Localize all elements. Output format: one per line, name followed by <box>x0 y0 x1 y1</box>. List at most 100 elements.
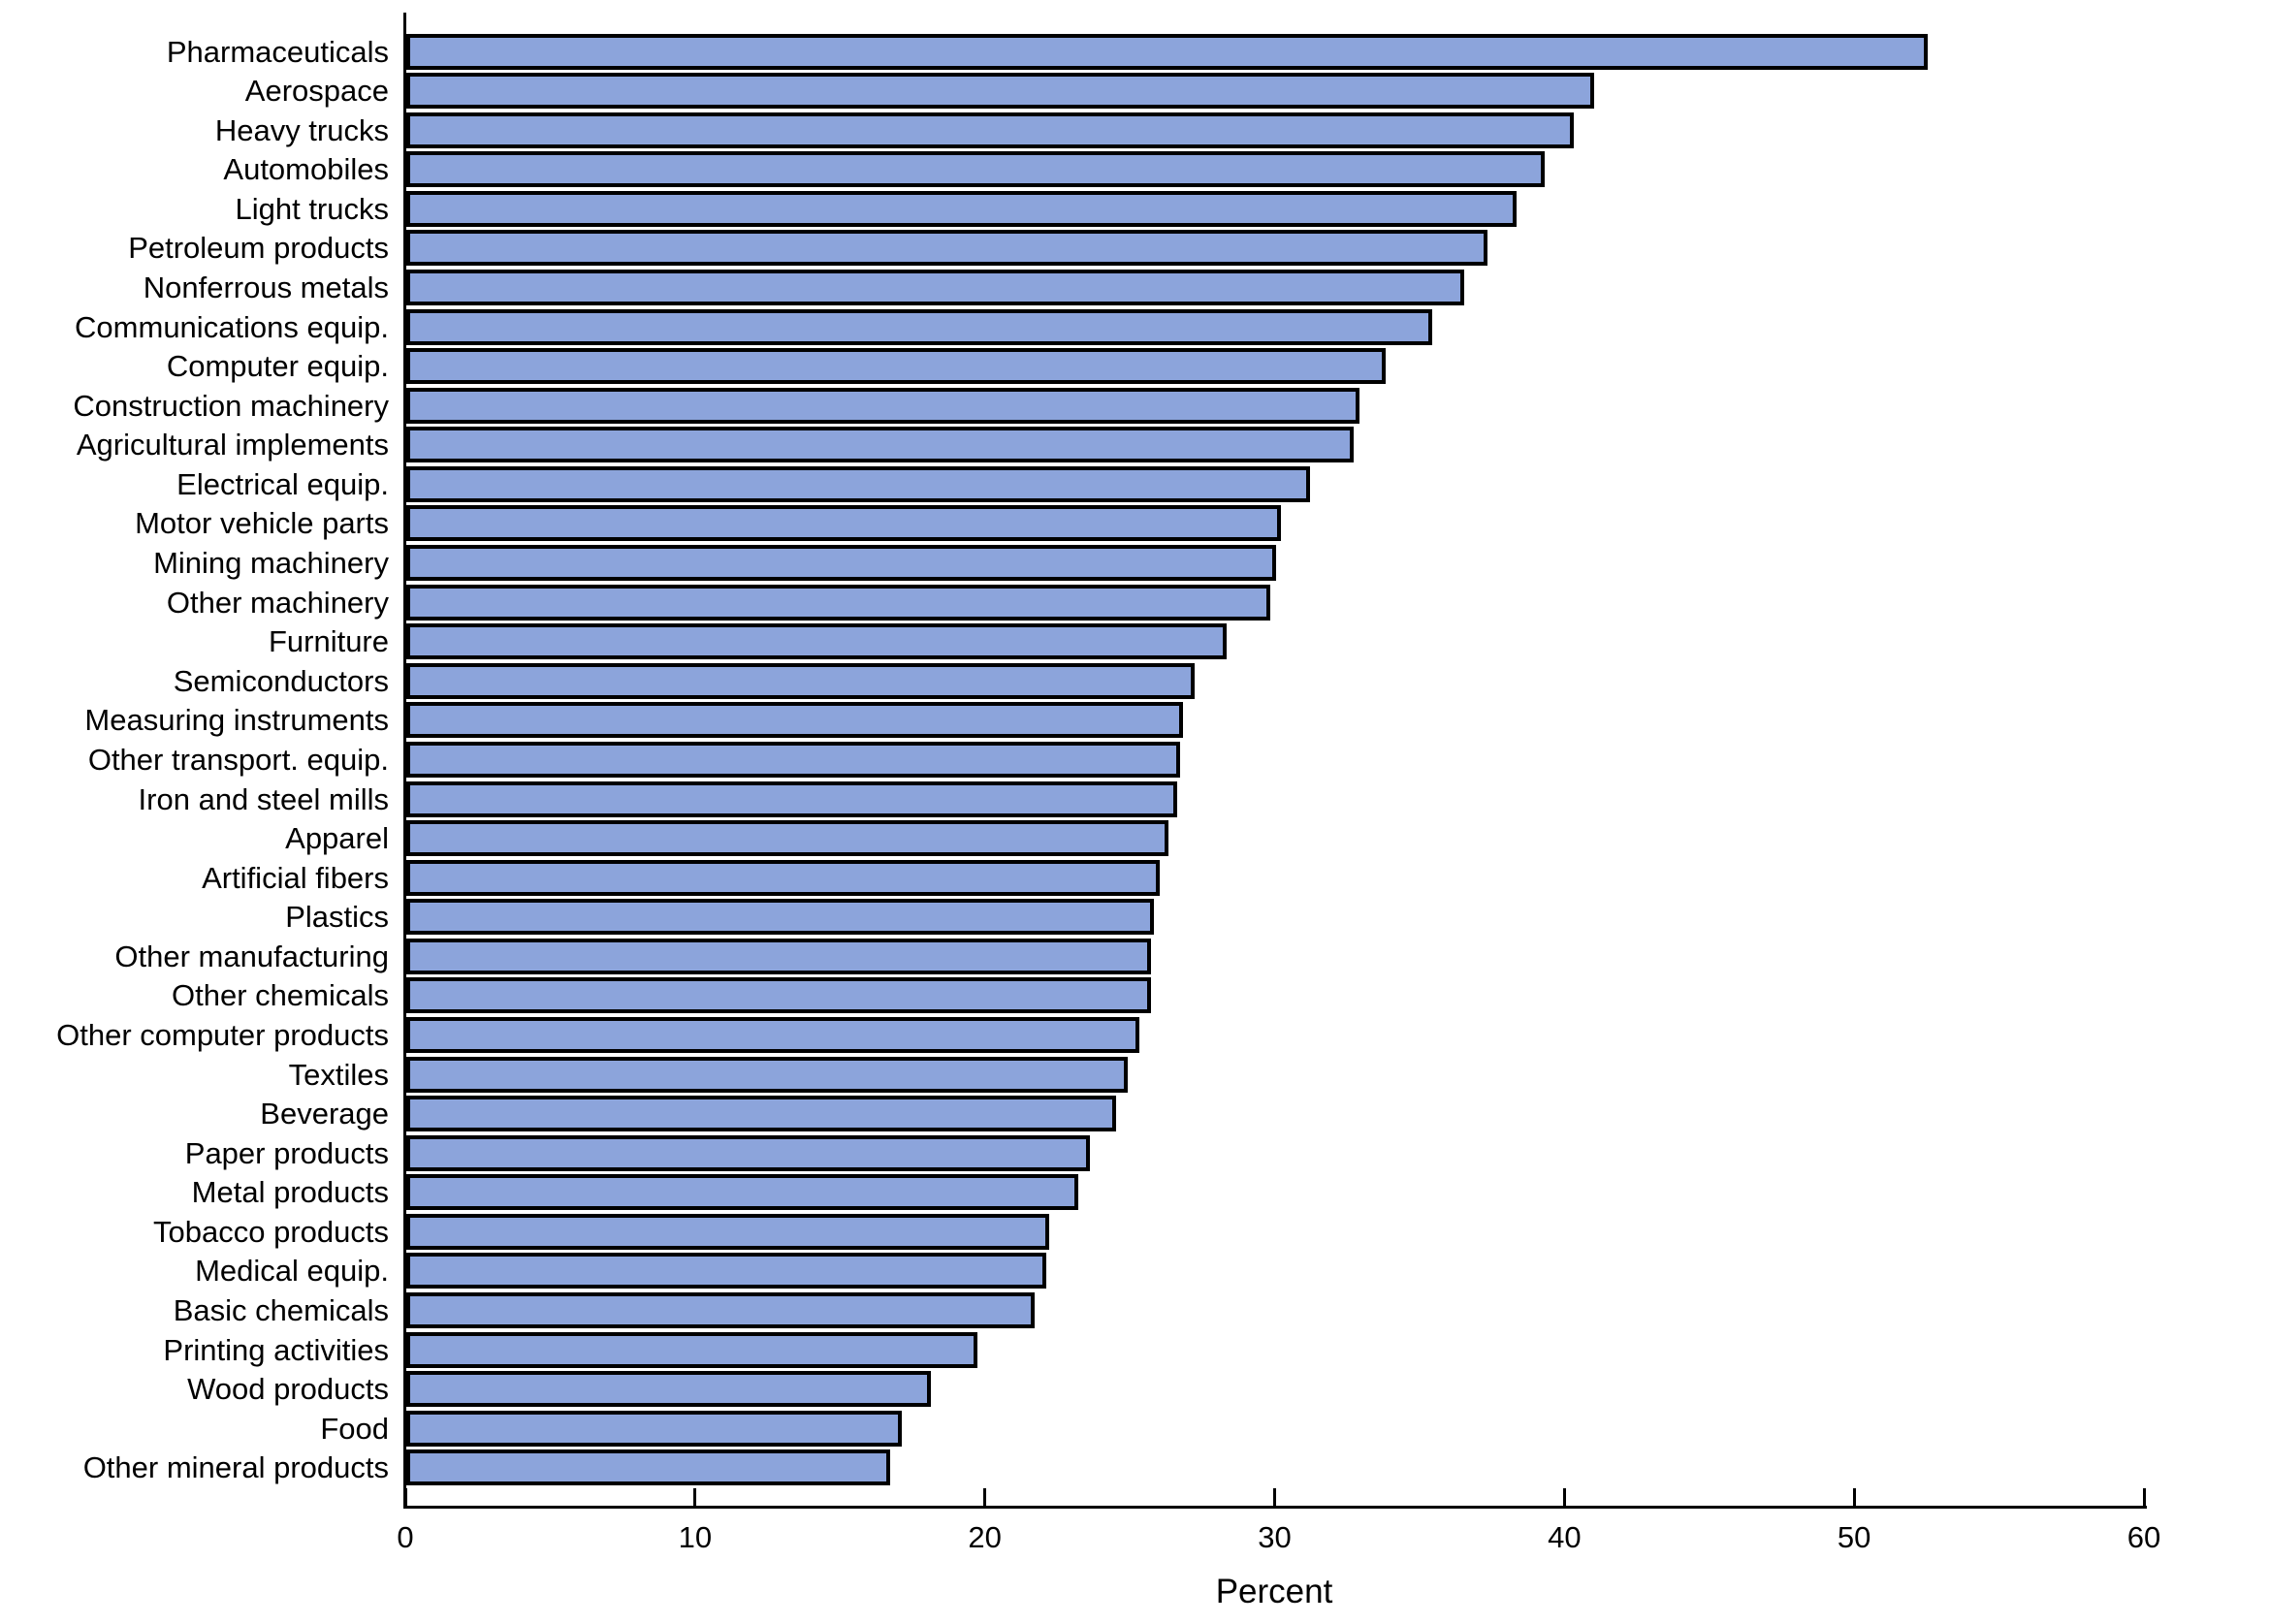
x-axis-tick-mark <box>983 1488 987 1506</box>
bar-row: Measuring instruments <box>0 700 2270 740</box>
bar-row: Agricultural implements <box>0 425 2270 464</box>
bar <box>406 545 1276 582</box>
bar <box>406 190 1517 227</box>
bar <box>406 33 1928 70</box>
bar <box>406 1096 1116 1132</box>
x-axis-tick-mark <box>2142 1488 2146 1506</box>
category-label: Motor vehicle parts <box>135 506 389 541</box>
bar-row: Mining machinery <box>0 543 2270 583</box>
bar <box>406 269 1464 305</box>
x-axis-tick-label: 10 <box>678 1520 713 1554</box>
category-label: Automobiles <box>223 152 389 187</box>
x-axis-line <box>403 1506 2147 1509</box>
bar-row: Apparel <box>0 818 2270 858</box>
bar-row: Textiles <box>0 1055 2270 1095</box>
bar <box>406 820 1168 857</box>
bar <box>406 1253 1046 1290</box>
x-axis-tick-mark <box>1562 1488 1566 1506</box>
bar-row: Other manufacturing <box>0 937 2270 976</box>
x-axis-tick-label: 50 <box>1837 1520 1871 1554</box>
bar-row: Printing activities <box>0 1330 2270 1370</box>
category-label: Furniture <box>268 624 389 659</box>
bar-row: Wood products <box>0 1369 2270 1409</box>
x-axis-tick-mark <box>1273 1488 1276 1506</box>
bar-row: Artificial fibers <box>0 858 2270 898</box>
bar-row: Other chemicals <box>0 975 2270 1015</box>
bar <box>406 741 1180 778</box>
x-axis-tick-label: 60 <box>2126 1520 2161 1554</box>
x-axis-tick-label: 20 <box>968 1520 1002 1554</box>
bar <box>406 348 1386 385</box>
category-label: Artificial fibers <box>202 860 389 895</box>
bar <box>406 1410 902 1447</box>
bar-row: Light trucks <box>0 189 2270 229</box>
category-label: Basic chemicals <box>173 1293 389 1328</box>
category-label: Agricultural implements <box>76 428 389 462</box>
category-label: Other computer products <box>56 1018 389 1052</box>
bar <box>406 859 1160 896</box>
category-label: Pharmaceuticals <box>166 34 389 69</box>
bar-row: Heavy trucks <box>0 111 2270 150</box>
bar-row: Tobacco products <box>0 1212 2270 1252</box>
bar-row: Other transport. equip. <box>0 740 2270 780</box>
bar-row: Medical equip. <box>0 1251 2270 1290</box>
bar <box>406 1017 1139 1053</box>
bar-row: Plastics <box>0 897 2270 937</box>
category-label: Aerospace <box>244 74 389 109</box>
category-label: Electrical equip. <box>176 466 389 501</box>
x-axis-tick-mark <box>693 1488 697 1506</box>
bar <box>406 387 1359 424</box>
bar <box>406 584 1270 621</box>
bar-row: Motor vehicle parts <box>0 503 2270 543</box>
bar <box>406 1292 1035 1329</box>
category-label: Other machinery <box>166 585 389 620</box>
bar <box>406 73 1594 110</box>
bar-row: Furniture <box>0 621 2270 661</box>
category-label: Construction machinery <box>73 388 389 423</box>
bar-row: Petroleum products <box>0 228 2270 268</box>
category-label: Measuring instruments <box>84 703 389 738</box>
bar-row: Nonferrous metals <box>0 268 2270 307</box>
x-axis-tick-label: 0 <box>397 1520 414 1554</box>
category-label: Plastics <box>285 900 389 935</box>
bar-row: Other computer products <box>0 1015 2270 1055</box>
bar <box>406 623 1227 660</box>
category-label: Food <box>320 1411 389 1446</box>
category-label: Metal products <box>191 1175 389 1210</box>
bar-row: Aerospace <box>0 71 2270 111</box>
bar-row: Automobiles <box>0 149 2270 189</box>
bar-row: Beverage <box>0 1094 2270 1133</box>
bar-row: Iron and steel mills <box>0 780 2270 819</box>
bar <box>406 427 1354 463</box>
bar <box>406 308 1432 345</box>
bar <box>406 938 1151 974</box>
bar <box>406 1371 931 1408</box>
category-label: Nonferrous metals <box>143 270 389 304</box>
category-label: Mining machinery <box>153 546 389 581</box>
bar <box>406 151 1545 188</box>
bar-row: Computer equip. <box>0 346 2270 386</box>
bar-row: Construction machinery <box>0 386 2270 426</box>
bar <box>406 465 1310 502</box>
category-label: Apparel <box>285 821 389 856</box>
bar-row: Basic chemicals <box>0 1290 2270 1330</box>
bar <box>406 1056 1128 1093</box>
bar-row: Electrical equip. <box>0 464 2270 504</box>
x-axis-tick-label: 40 <box>1548 1520 1582 1554</box>
category-label: Light trucks <box>235 191 389 226</box>
x-axis-title: Percent <box>1215 1573 1333 1610</box>
bar-row: Other machinery <box>0 583 2270 622</box>
bar <box>406 1331 977 1368</box>
bar <box>406 780 1177 817</box>
category-label: Wood products <box>187 1372 389 1407</box>
category-label: Other chemicals <box>172 978 389 1013</box>
bar <box>406 1213 1049 1250</box>
bar-row: Metal products <box>0 1172 2270 1212</box>
category-label: Paper products <box>184 1135 389 1170</box>
bar-row: Semiconductors <box>0 661 2270 701</box>
bar <box>406 1449 890 1486</box>
category-label: Other transport. equip. <box>87 742 389 777</box>
x-axis-tick-label: 30 <box>1258 1520 1292 1554</box>
category-label: Tobacco products <box>153 1214 389 1249</box>
